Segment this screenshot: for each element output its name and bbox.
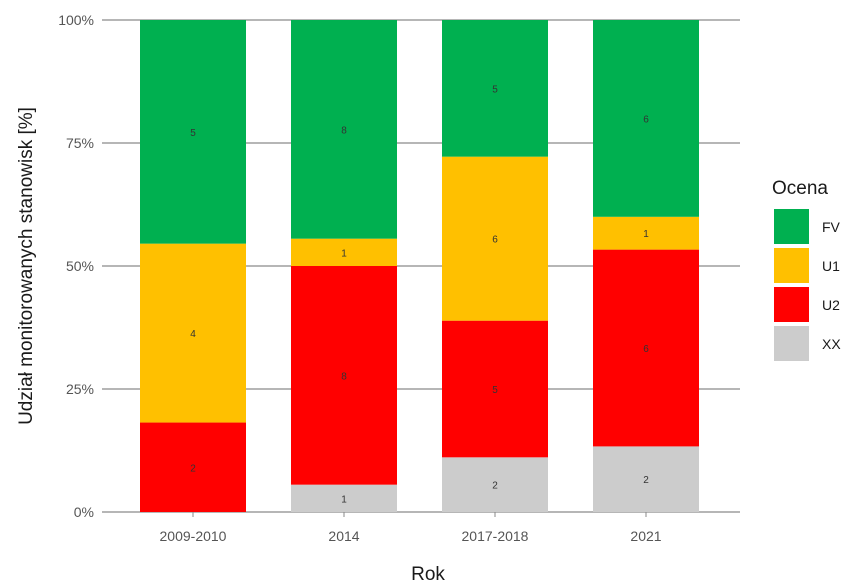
bar-segment-fv — [140, 20, 246, 244]
y-tick-label: 0% — [74, 504, 94, 520]
segment-value-label: 5 — [492, 385, 498, 396]
bar-segment-xx — [442, 457, 548, 512]
bar-segment-fv — [291, 20, 397, 239]
segment-value-label: 6 — [643, 114, 649, 125]
legend-title: Ocena — [772, 178, 828, 199]
legend-label-xx: XX — [822, 336, 841, 352]
bar-segment-xx — [291, 484, 397, 512]
bar-segment-u1 — [291, 238, 397, 266]
bar-segment-fv — [442, 20, 548, 157]
bar-segment-fv — [593, 20, 699, 217]
segment-value-label: 5 — [190, 128, 196, 139]
segment-value-label: 8 — [341, 371, 347, 382]
segment-value-label: 4 — [190, 329, 196, 340]
segment-labels: 2 4 5 1 8 1 8 2 5 6 5 2 6 1 6 — [190, 84, 649, 505]
bar-segment-u2 — [593, 249, 699, 447]
segment-value-label: 1 — [341, 248, 347, 259]
segment-value-label: 6 — [492, 235, 498, 246]
bar-segment-u1 — [442, 156, 548, 321]
legend-label-u1: U1 — [822, 258, 840, 274]
y-tick-label: 50% — [66, 258, 94, 274]
y-tick-label: 75% — [66, 135, 94, 151]
legend-swatch-u2 — [774, 287, 809, 322]
bar-segment-u1 — [593, 216, 699, 250]
x-axis: 2009-2010 2014 2017-2018 2021 — [160, 512, 662, 544]
segment-value-label: 2 — [492, 481, 498, 492]
bar-segment-xx — [593, 446, 699, 512]
segment-value-label: 8 — [341, 125, 347, 136]
legend-swatch-xx — [774, 326, 809, 361]
y-axis-title: Udział monitorowanych stanowisk [%] — [16, 107, 37, 425]
x-axis-title: Rok — [411, 564, 445, 584]
bars — [140, 20, 699, 512]
y-tick-label: 25% — [66, 381, 94, 397]
bar-segment-u2 — [442, 320, 548, 458]
segment-value-label: 6 — [643, 344, 649, 355]
segment-value-label: 5 — [492, 84, 498, 95]
legend-swatch-fv — [774, 209, 809, 244]
bar-segment-u2 — [291, 266, 397, 485]
legend-label-u2: U2 — [822, 297, 840, 313]
segment-value-label: 2 — [643, 475, 649, 486]
x-tick-label: 2014 — [328, 528, 359, 544]
legend-label-fv: FV — [822, 219, 841, 235]
y-axis: 0% 25% 50% 75% 100% — [58, 12, 94, 520]
x-tick-label: 2021 — [630, 528, 661, 544]
x-tick-label: 2017-2018 — [462, 528, 529, 544]
segment-value-label: 1 — [341, 494, 347, 505]
bar-segment-u1 — [140, 243, 246, 423]
legend: Ocena FV U1 U2 XX — [772, 178, 841, 361]
legend-swatch-u1 — [774, 248, 809, 283]
bar-segment-u2 — [140, 422, 246, 512]
segment-value-label: 2 — [190, 463, 196, 474]
segment-value-label: 1 — [643, 229, 649, 240]
x-tick-label: 2009-2010 — [160, 528, 227, 544]
y-tick-label: 100% — [58, 12, 94, 28]
